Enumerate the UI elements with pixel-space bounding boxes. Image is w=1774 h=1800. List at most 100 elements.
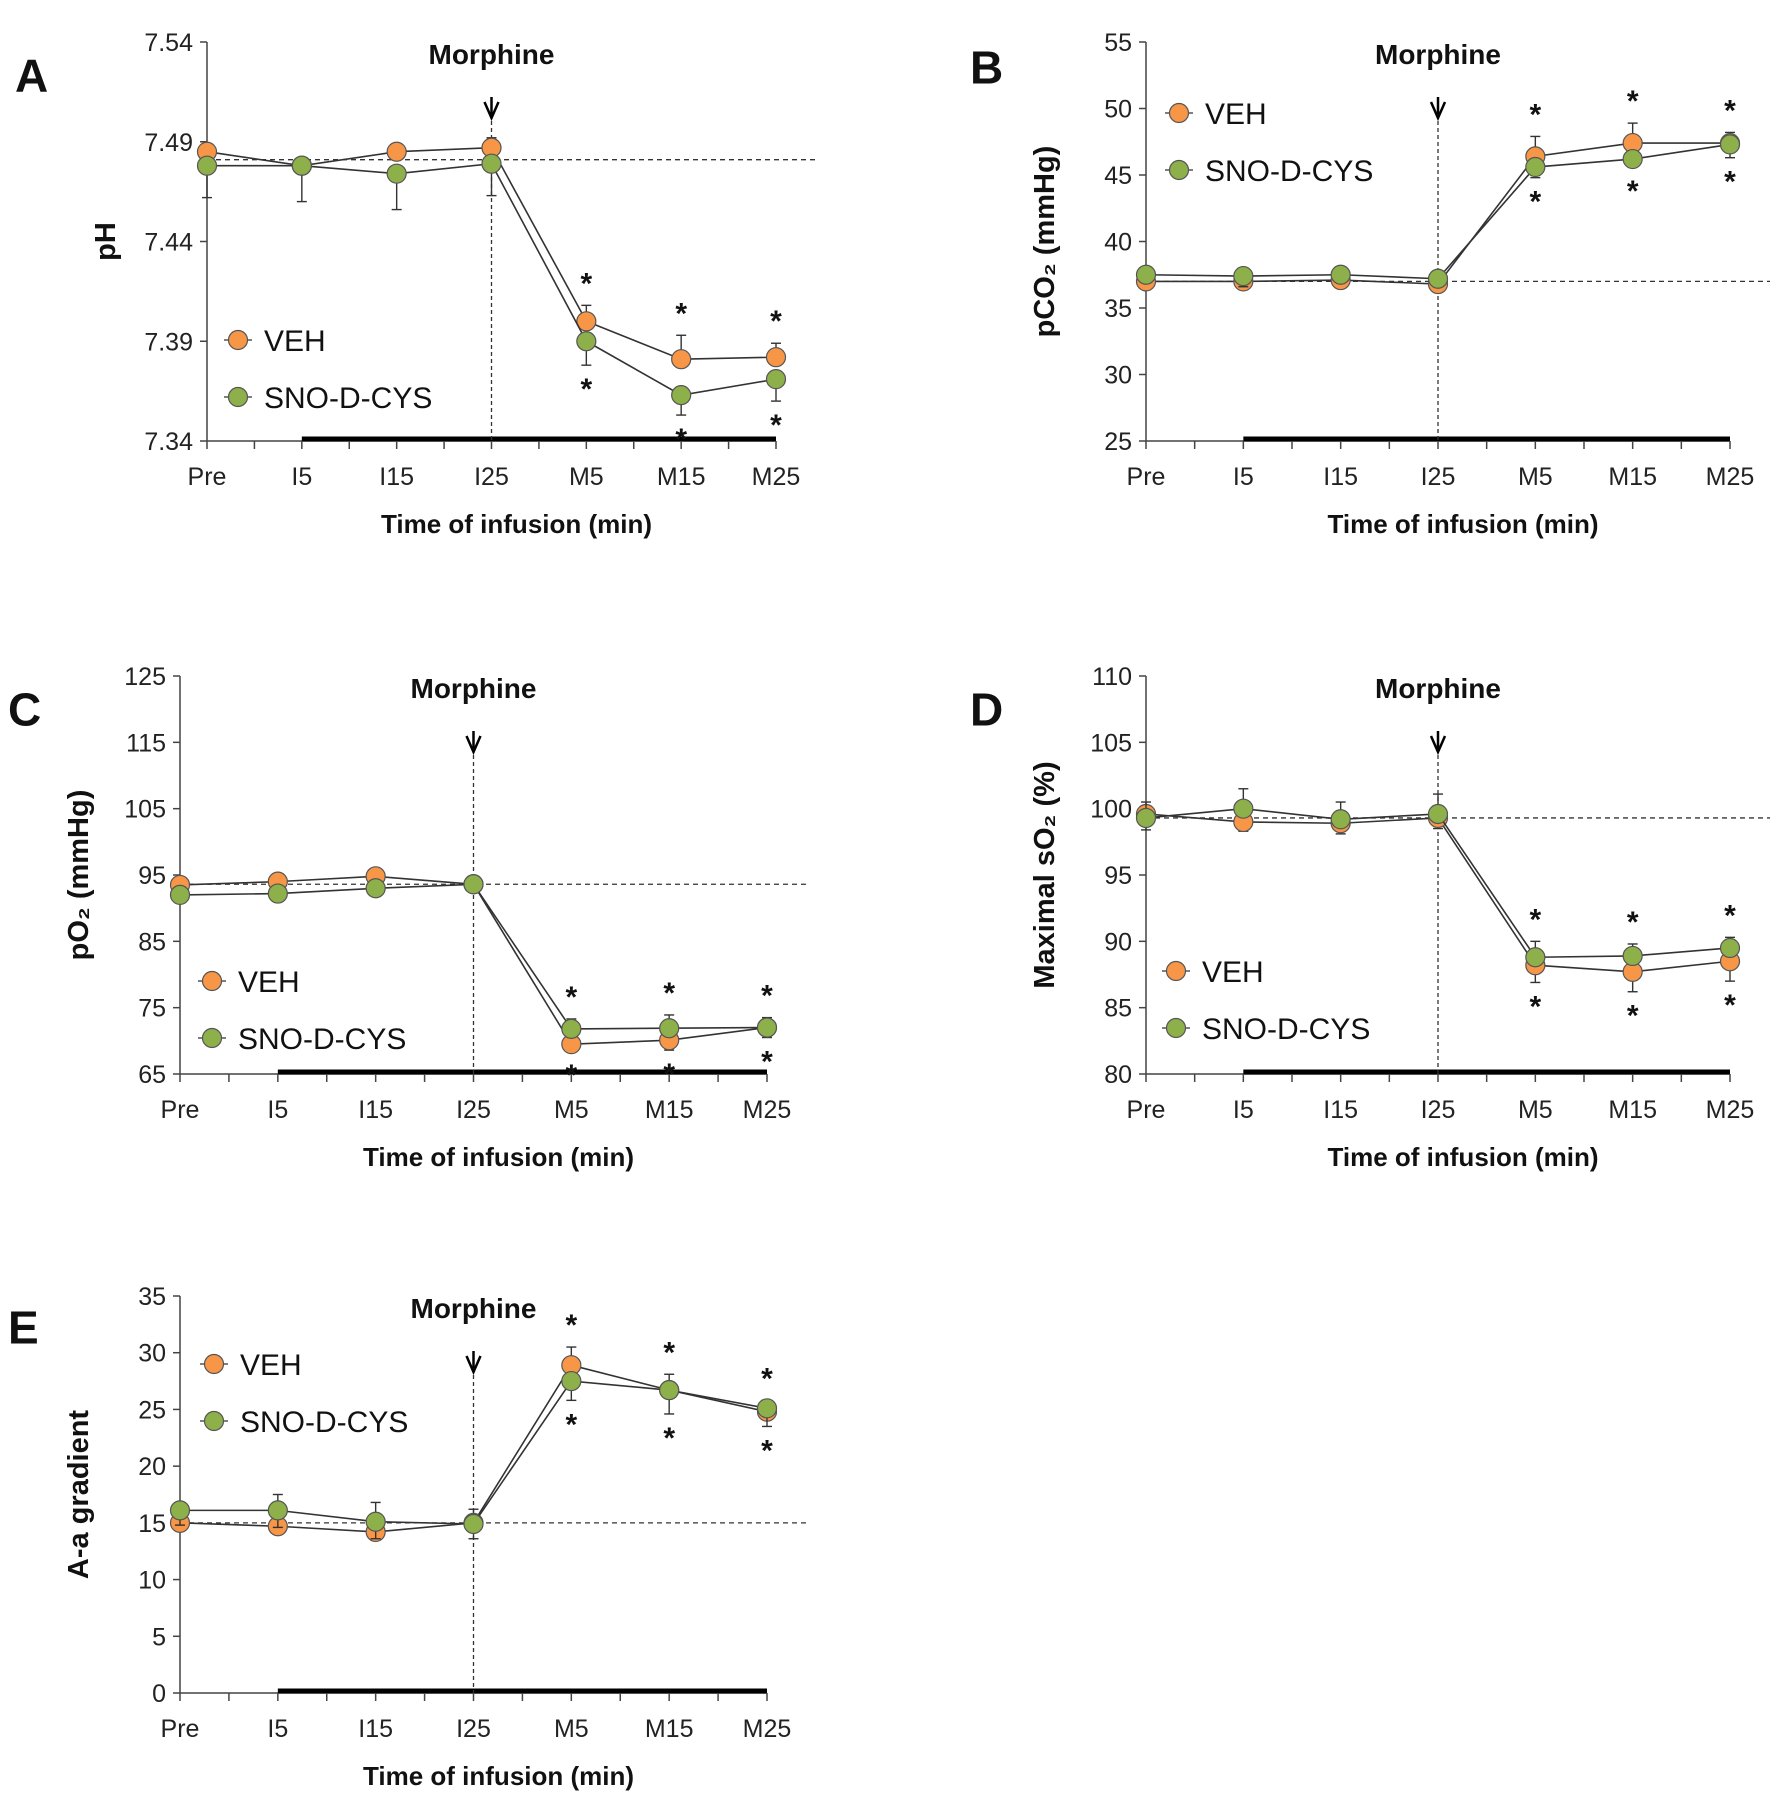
data-point	[463, 874, 484, 895]
x-axis-title: Time of infusion (min)	[363, 1142, 634, 1172]
data-point	[576, 331, 597, 352]
significance-asterisk: *	[1529, 903, 1541, 936]
y-tick-label: 10	[138, 1567, 166, 1595]
x-tick-label: M25	[1706, 463, 1755, 491]
legend-label: SNO-D-CYS	[1202, 1013, 1370, 1046]
significance-asterisk: *	[675, 297, 687, 330]
legend-label: VEH	[1202, 956, 1264, 989]
data-point	[671, 385, 692, 406]
x-tick-label: Pre	[1127, 1096, 1166, 1124]
significance-asterisk: *	[1724, 166, 1736, 199]
data-point	[1427, 268, 1449, 289]
y-tick-label: 55	[1104, 29, 1132, 57]
x-tick-label: M25	[743, 1096, 792, 1124]
data-point	[765, 347, 787, 368]
data-point	[463, 1513, 484, 1535]
x-tick-label: M5	[554, 1715, 589, 1743]
data-point	[481, 153, 502, 174]
data-point	[1135, 807, 1157, 829]
x-axis-title: Time of infusion (min)	[1327, 509, 1598, 539]
data-point	[561, 1370, 582, 1392]
legend-label: SNO-D-CYS	[264, 382, 432, 415]
data-point	[576, 311, 597, 332]
y-tick-label: 95	[138, 862, 166, 890]
significance-asterisk: *	[580, 373, 592, 406]
x-tick-label: I25	[474, 463, 509, 491]
significance-asterisk: *	[580, 267, 592, 300]
y-tick-label: 105	[1090, 729, 1132, 757]
y-axis-title: A-a gradient	[63, 1410, 95, 1580]
legend-label: SNO-D-CYS	[240, 1406, 408, 1439]
legend-marker-veh	[227, 329, 249, 351]
y-tick-label: 35	[1104, 295, 1132, 323]
y-axis-title: pCO₂ (mmHg)	[1029, 146, 1061, 338]
morphine-label: Morphine	[429, 39, 555, 70]
x-tick-label: M15	[1608, 1096, 1657, 1124]
y-tick-label: 125	[124, 663, 166, 691]
panel-letter: E	[8, 1302, 39, 1354]
significance-asterisk: *	[675, 423, 687, 456]
significance-asterisk: *	[1724, 899, 1736, 932]
panel-letter: A	[15, 50, 48, 102]
legend-marker-veh	[203, 1353, 225, 1375]
data-point	[196, 155, 218, 176]
data-point	[267, 883, 288, 904]
significance-asterisk: *	[1627, 1000, 1639, 1033]
morphine-arrow-head-icon	[465, 735, 482, 756]
data-point	[169, 1500, 191, 1521]
y-tick-label: 25	[138, 1396, 166, 1424]
legend-marker-veh	[1168, 102, 1190, 124]
legend-marker-sno-d-cys	[227, 386, 249, 408]
panel-E: E 0 5 10 15 20 25 30 35 Pre I5 I15 I25 M5 M15 M25 Time o…	[8, 1283, 807, 1791]
x-tick-label: M5	[1518, 463, 1553, 491]
data-point	[1135, 264, 1157, 285]
series-sno-d-cys: * * *	[169, 1370, 778, 1540]
y-tick-label: 105	[124, 796, 166, 824]
x-tick-label: I15	[379, 463, 414, 491]
legend-marker-sno-d-cys	[201, 1027, 223, 1049]
y-tick-label: 25	[1104, 428, 1132, 456]
x-tick-label: I15	[1323, 463, 1358, 491]
x-tick-label: I25	[1421, 1096, 1456, 1124]
morphine-arrow-head-icon	[465, 1355, 482, 1376]
y-tick-label: 45	[1104, 162, 1132, 190]
y-tick-label: 30	[1104, 362, 1132, 390]
y-tick-label: 7.39	[144, 328, 193, 356]
x-tick-label: M15	[645, 1715, 694, 1743]
significance-asterisk: *	[663, 977, 675, 1010]
data-point	[561, 1018, 582, 1039]
series-line	[1145, 813, 1731, 973]
data-point	[1719, 134, 1741, 155]
x-axis-title: Time of infusion (min)	[363, 1761, 634, 1791]
morphine-arrow-head-icon	[483, 101, 500, 122]
x-tick-label: I5	[291, 463, 312, 491]
x-tick-label: I5	[267, 1096, 288, 1124]
series-sno-d-cys: * * *	[1135, 134, 1741, 289]
significance-asterisk: *	[1627, 175, 1639, 208]
series-sno-d-cys: * * *	[169, 874, 778, 1039]
y-tick-label: 85	[1104, 995, 1132, 1023]
panel-C: C 65 75 85 95 105 115 125 Pre I5 I15 I25 M5 M15 M25 Tim…	[8, 663, 807, 1172]
panel-letter: B	[970, 42, 1003, 94]
significance-asterisk: *	[565, 1059, 577, 1092]
y-tick-label: 7.44	[144, 229, 193, 257]
x-tick-label: I15	[1323, 1096, 1358, 1124]
data-point	[1525, 156, 1546, 178]
y-tick-label: 95	[1104, 862, 1132, 890]
data-point	[365, 878, 386, 899]
x-tick-label: I5	[1233, 1096, 1254, 1124]
significance-asterisk: *	[770, 409, 782, 442]
significance-asterisk: *	[565, 1408, 577, 1441]
x-axis-title: Time of infusion (min)	[1327, 1142, 1598, 1172]
y-tick-label: 30	[138, 1340, 166, 1368]
x-tick-label: Pre	[161, 1096, 200, 1124]
data-point	[756, 1017, 778, 1038]
data-point	[1622, 945, 1643, 967]
data-point	[1622, 148, 1643, 170]
legend-label: VEH	[264, 325, 326, 358]
data-point	[386, 141, 407, 162]
y-tick-label: 35	[138, 1283, 166, 1311]
panel-D: D 80 85 90 95 100 105 110 Pre I5 I15 I25 M5 M15 M25 Tim…	[970, 663, 1770, 1172]
x-tick-label: M15	[645, 1096, 694, 1124]
data-point	[659, 1380, 680, 1401]
